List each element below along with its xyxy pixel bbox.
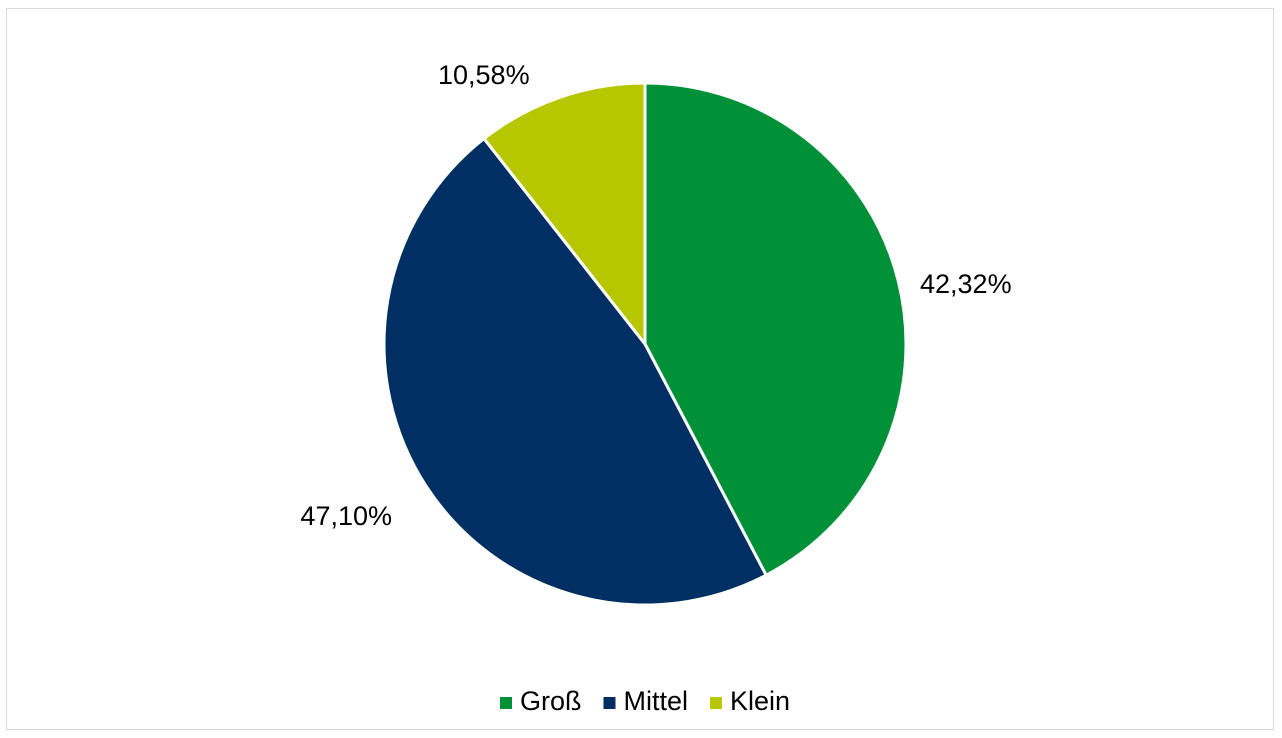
legend-swatch-klein xyxy=(710,697,722,709)
data-label-klein: 10,58% xyxy=(438,60,530,90)
legend-swatch-mittel xyxy=(603,697,616,709)
legend-label-klein: Klein xyxy=(730,686,790,716)
legend-label-gro-: Groß xyxy=(520,686,582,716)
pie-slice-klein xyxy=(482,81,647,346)
legend: Groß Mittel Klein xyxy=(500,686,790,716)
pie-slice-mittel xyxy=(382,137,768,607)
data-label-gro-: 42,32% xyxy=(920,269,1012,299)
pie-slice-gro- xyxy=(643,81,908,577)
pie-slices xyxy=(382,81,908,607)
data-labels: 42,32% 47,10% 10,58% xyxy=(300,60,1011,531)
data-label-mittel: 47,10% xyxy=(300,501,392,531)
legend-swatch-gro- xyxy=(500,697,512,709)
legend-label-mittel: Mittel xyxy=(624,686,689,716)
